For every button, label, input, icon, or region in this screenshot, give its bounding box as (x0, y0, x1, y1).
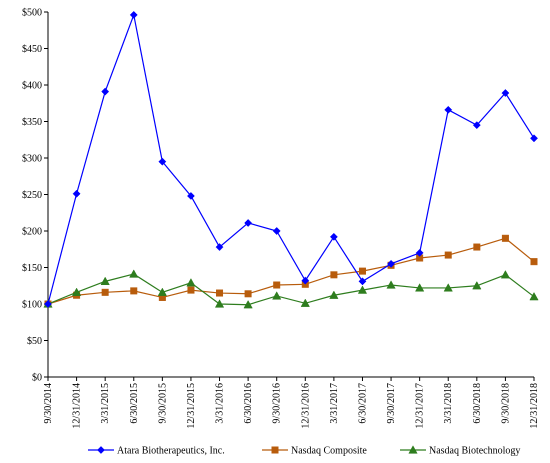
x-tick-label: 12/31/2015 (186, 383, 197, 429)
series-lines (43, 10, 539, 309)
y-tick-label: $0 (32, 373, 42, 384)
data-point (129, 269, 139, 278)
x-tick-label: 6/30/2017 (357, 383, 368, 424)
data-point (157, 287, 167, 296)
data-point (329, 232, 338, 241)
data-point (444, 251, 452, 259)
x-tick-label: 12/31/2018 (529, 383, 540, 429)
data-point (472, 281, 482, 290)
data-point (244, 290, 252, 298)
y-tick-label: $250 (22, 190, 42, 201)
data-point (158, 157, 167, 166)
x-tick-label: 3/31/2017 (329, 383, 340, 424)
x-tick-label: 9/30/2017 (386, 383, 397, 424)
series-nasdaq-biotechnology (43, 269, 539, 309)
y-tick-label: $200 (22, 227, 42, 238)
x-tick-label: 6/30/2018 (472, 383, 483, 424)
data-point (72, 189, 81, 198)
legend-marker (408, 445, 418, 454)
series-line (47, 12, 535, 305)
data-point (473, 243, 481, 251)
x-tick-label: 9/30/2016 (272, 383, 283, 424)
data-point (101, 87, 110, 96)
data-point (415, 283, 425, 292)
axes (47, 12, 534, 378)
x-tick-label: 3/31/2015 (100, 383, 111, 424)
y-tick-label: $50 (27, 336, 42, 347)
data-point (529, 291, 539, 301)
data-point (244, 219, 253, 227)
x-tick-label: 9/30/2015 (157, 383, 168, 424)
x-tick-label: 6/30/2015 (129, 383, 140, 424)
data-point (216, 289, 224, 297)
data-point (415, 248, 424, 257)
legend-label: Atara Biotherapeutics, Inc. (117, 446, 225, 457)
data-point (500, 270, 511, 279)
data-point (215, 243, 224, 252)
data-point (501, 234, 509, 242)
data-point (530, 134, 538, 143)
data-point (129, 10, 138, 19)
x-tick-label: 3/31/2018 (443, 383, 454, 424)
data-point (71, 287, 82, 296)
data-point (130, 287, 138, 295)
data-point (443, 283, 453, 292)
series-atara-biotherapeutics-inc (44, 10, 538, 308)
y-tick-label: $450 (22, 44, 42, 55)
series-line (47, 237, 535, 305)
data-point (530, 258, 538, 266)
series-line (47, 273, 535, 306)
data-point (100, 276, 110, 285)
y-tick-label: $100 (22, 300, 42, 311)
x-axis-ticks: 9/30/2014 12/31/2014 3/31/2015 6/30/2015 9/3… (43, 377, 540, 429)
data-point (273, 281, 281, 289)
x-tick-label: 12/31/2014 (72, 383, 83, 429)
data-point (444, 105, 453, 114)
data-point (101, 288, 109, 296)
y-tick-label: $150 (22, 263, 42, 274)
data-point (329, 290, 339, 299)
data-point (472, 121, 481, 130)
data-point (186, 192, 195, 200)
data-point (243, 300, 253, 309)
data-point (187, 286, 195, 294)
y-tick-label: $400 (22, 81, 42, 92)
y-tick-label: $500 (22, 8, 42, 19)
data-point (357, 285, 368, 294)
series-nasdaq-composite (44, 234, 538, 308)
data-point (44, 300, 52, 308)
data-point (272, 291, 282, 300)
legend-label: Nasdaq Biotechnology (429, 446, 520, 457)
data-point (301, 276, 310, 285)
data-point (358, 267, 366, 275)
x-tick-label: 12/31/2016 (300, 383, 311, 429)
y-axis-ticks: $0 $50 $100 $150 $200 $250 $300 $350 $400 $450 $50… (22, 8, 48, 384)
legend-marker (97, 446, 105, 454)
x-tick-label: 6/30/2016 (243, 383, 254, 424)
x-tick-label: 3/31/2016 (215, 383, 226, 424)
data-point (330, 271, 338, 279)
data-point (387, 259, 396, 268)
legend: Atara Biotherapeutics, Inc. Nasdaq Compos… (88, 445, 520, 457)
data-point (186, 278, 196, 287)
data-point (214, 299, 225, 308)
y-tick-label: $300 (22, 154, 42, 165)
x-tick-label: 9/30/2014 (43, 383, 54, 424)
data-point (300, 298, 310, 307)
data-point (272, 227, 281, 235)
legend-label: Nasdaq Composite (291, 446, 367, 457)
x-tick-label: 12/31/2017 (415, 383, 426, 429)
data-point (358, 277, 367, 286)
data-point (501, 89, 510, 97)
y-tick-label: $350 (22, 117, 42, 128)
x-tick-label: 9/30/2018 (500, 383, 511, 424)
data-point (386, 280, 396, 289)
legend-marker (271, 446, 279, 454)
